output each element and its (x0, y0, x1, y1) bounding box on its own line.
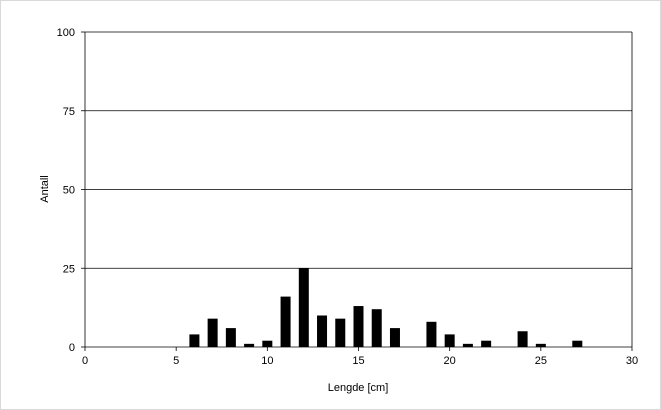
bar (298, 268, 309, 347)
bar (462, 343, 473, 347)
y-tick-label: 25 (63, 263, 75, 275)
bar (207, 318, 218, 347)
x-tick-label: 30 (626, 355, 638, 367)
y-tick-label: 0 (69, 342, 75, 354)
bar (262, 340, 273, 347)
x-tick-label: 15 (352, 355, 364, 367)
x-tick-label: 10 (261, 355, 273, 367)
bar (317, 315, 328, 347)
bar (481, 340, 492, 347)
y-tick-labels: 0 25 50 75 100 (57, 27, 75, 354)
y-tick-label: 50 (63, 185, 75, 197)
x-tick-label: 5 (173, 355, 179, 367)
bar (535, 343, 546, 347)
bar (189, 334, 200, 347)
bar (371, 309, 382, 347)
bar (572, 340, 583, 347)
x-tick-label: 20 (444, 355, 456, 367)
y-tick-label: 100 (57, 27, 75, 39)
x-axis-title: Lengde [cm] (328, 382, 389, 394)
bar (353, 306, 364, 347)
x-tick-label: 0 (82, 355, 88, 367)
y-axis-title: Antall (39, 175, 51, 203)
grid-lines (85, 31, 632, 269)
axes (81, 31, 633, 351)
bar (389, 328, 400, 347)
bar (225, 328, 236, 347)
bar (280, 296, 291, 347)
x-tick-labels: 0 5 10 15 20 25 30 (82, 355, 638, 367)
bar (444, 334, 455, 347)
bar (335, 318, 346, 347)
x-tick-label: 25 (535, 355, 547, 367)
bar (244, 343, 255, 347)
y-tick-label: 75 (63, 106, 75, 118)
bar (517, 331, 528, 347)
bar (426, 321, 437, 347)
bars (189, 268, 583, 347)
